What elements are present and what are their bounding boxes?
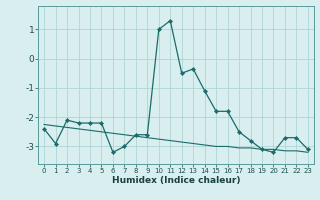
X-axis label: Humidex (Indice chaleur): Humidex (Indice chaleur): [112, 176, 240, 185]
